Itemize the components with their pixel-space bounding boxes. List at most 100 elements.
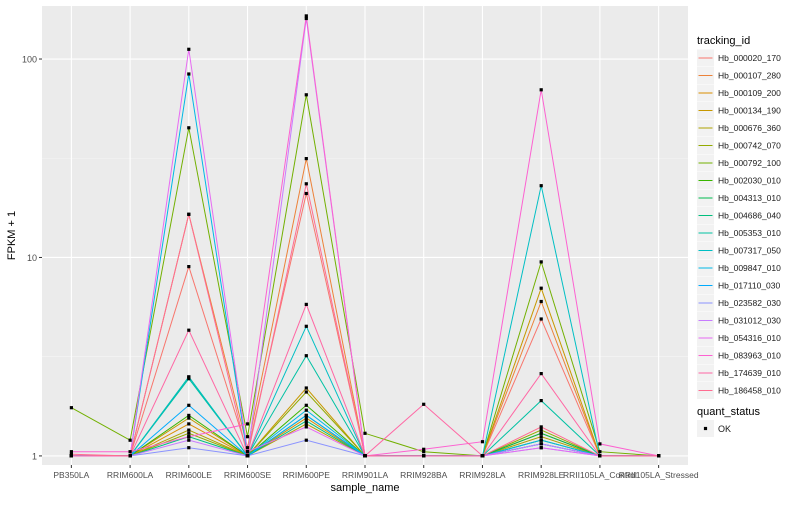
quant-status-point-icon bbox=[703, 426, 708, 431]
data-point bbox=[304, 16, 308, 21]
data-point bbox=[480, 440, 485, 444]
data-point bbox=[128, 450, 132, 454]
data-point bbox=[363, 454, 367, 458]
data-point bbox=[539, 299, 543, 304]
data-point bbox=[657, 454, 661, 458]
axes: 1 10 100 PB350LA RRIM600LA RRIM600LE RRIM600SE… bbox=[22, 55, 699, 480]
data-point bbox=[539, 446, 543, 450]
legend-label: Hb_007317_050 bbox=[718, 246, 781, 256]
legend-label: Hb_054316_010 bbox=[718, 333, 781, 343]
legend-label: Hb_004686_040 bbox=[718, 211, 781, 221]
data-point bbox=[304, 14, 308, 18]
data-point bbox=[304, 419, 308, 423]
data-point bbox=[128, 454, 132, 458]
data-point bbox=[304, 191, 308, 196]
x-tick-label: RRIM600LA bbox=[107, 470, 154, 480]
data-point bbox=[187, 265, 191, 269]
data-point bbox=[187, 431, 191, 435]
y-tick-label: 1 bbox=[32, 451, 37, 461]
legend-label: Hb_000676_360 bbox=[718, 123, 781, 133]
quant-status-label: OK bbox=[718, 424, 731, 434]
data-point bbox=[304, 302, 308, 306]
data-point bbox=[598, 450, 602, 454]
legend-label: Hb_031012_030 bbox=[718, 316, 781, 326]
x-tick-label: PB350LA bbox=[53, 470, 89, 480]
data-point bbox=[304, 438, 308, 442]
data-point bbox=[245, 454, 250, 458]
y-tick-label: 100 bbox=[22, 55, 37, 65]
data-point bbox=[539, 438, 543, 442]
data-point bbox=[304, 93, 308, 97]
data-point bbox=[187, 126, 191, 130]
y-axis-title: FPKM + 1 bbox=[6, 211, 18, 260]
data-point bbox=[539, 286, 543, 290]
data-point bbox=[304, 413, 308, 417]
data-point bbox=[304, 354, 308, 358]
data-point bbox=[187, 328, 191, 332]
data-point bbox=[539, 431, 543, 435]
data-points bbox=[69, 14, 661, 458]
x-tick-label: RRIM928LE bbox=[518, 470, 565, 480]
data-point bbox=[304, 408, 308, 412]
data-point bbox=[187, 377, 191, 381]
data-point bbox=[128, 438, 132, 442]
data-point bbox=[187, 212, 191, 216]
data-point bbox=[304, 403, 308, 407]
data-point bbox=[539, 435, 543, 439]
data-point bbox=[539, 372, 543, 376]
data-point bbox=[187, 72, 191, 76]
legend-label: Hb_000020_170 bbox=[718, 53, 781, 63]
x-tick-label: RRIM928LA bbox=[459, 470, 506, 480]
gridlines bbox=[42, 6, 688, 465]
data-point bbox=[422, 447, 426, 451]
data-point bbox=[422, 450, 426, 454]
data-point bbox=[187, 375, 191, 379]
legend-label: Hb_017110_030 bbox=[718, 281, 781, 291]
data-point bbox=[539, 260, 543, 264]
data-point bbox=[480, 454, 485, 458]
data-point bbox=[304, 386, 308, 390]
legend-label: Hb_174639_010 bbox=[718, 368, 781, 378]
data-point bbox=[69, 450, 73, 454]
data-point bbox=[187, 435, 191, 439]
legend-label: Hb_186458_010 bbox=[718, 386, 781, 396]
data-point bbox=[69, 406, 73, 410]
legend: tracking_id quant_status OK Hb_000020_17… bbox=[697, 35, 781, 437]
data-point bbox=[539, 442, 543, 446]
data-point bbox=[539, 88, 543, 92]
data-point bbox=[187, 416, 191, 420]
data-point bbox=[245, 435, 250, 439]
x-tick-label: RRII105LA_Control bbox=[563, 470, 637, 480]
data-point bbox=[187, 438, 191, 442]
x-tick-label: RRIM600PE bbox=[283, 470, 331, 480]
data-point bbox=[304, 416, 308, 420]
data-point bbox=[304, 324, 308, 328]
data-point bbox=[245, 450, 250, 454]
legend-label: Hb_023582_030 bbox=[718, 298, 781, 308]
x-axis-title: sample_name bbox=[330, 482, 399, 494]
legend-label: Hb_000107_280 bbox=[718, 71, 781, 81]
legend-label: Hb_002030_010 bbox=[718, 176, 781, 186]
data-point bbox=[187, 422, 191, 426]
x-tick-label: RRIM928BA bbox=[400, 470, 448, 480]
x-tick-label: RRIM600SE bbox=[224, 470, 272, 480]
data-point bbox=[539, 425, 543, 429]
legend-title: tracking_id bbox=[697, 35, 750, 47]
x-tick-label: RRIM901LA bbox=[342, 470, 389, 480]
legend-label: Hb_009847_010 bbox=[718, 263, 781, 273]
legend-label: Hb_004313_010 bbox=[718, 193, 781, 203]
data-point bbox=[304, 422, 308, 426]
quant-status-title: quant_status bbox=[697, 406, 760, 418]
data-point bbox=[304, 425, 308, 429]
data-point bbox=[187, 413, 191, 417]
data-point bbox=[187, 403, 191, 407]
data-point bbox=[187, 446, 191, 450]
legend-label: Hb_000742_070 bbox=[718, 141, 781, 151]
data-point bbox=[422, 402, 426, 406]
data-point bbox=[539, 428, 543, 432]
data-point bbox=[304, 157, 308, 161]
data-point bbox=[304, 182, 308, 186]
legend-label: Hb_000792_100 bbox=[718, 158, 781, 168]
